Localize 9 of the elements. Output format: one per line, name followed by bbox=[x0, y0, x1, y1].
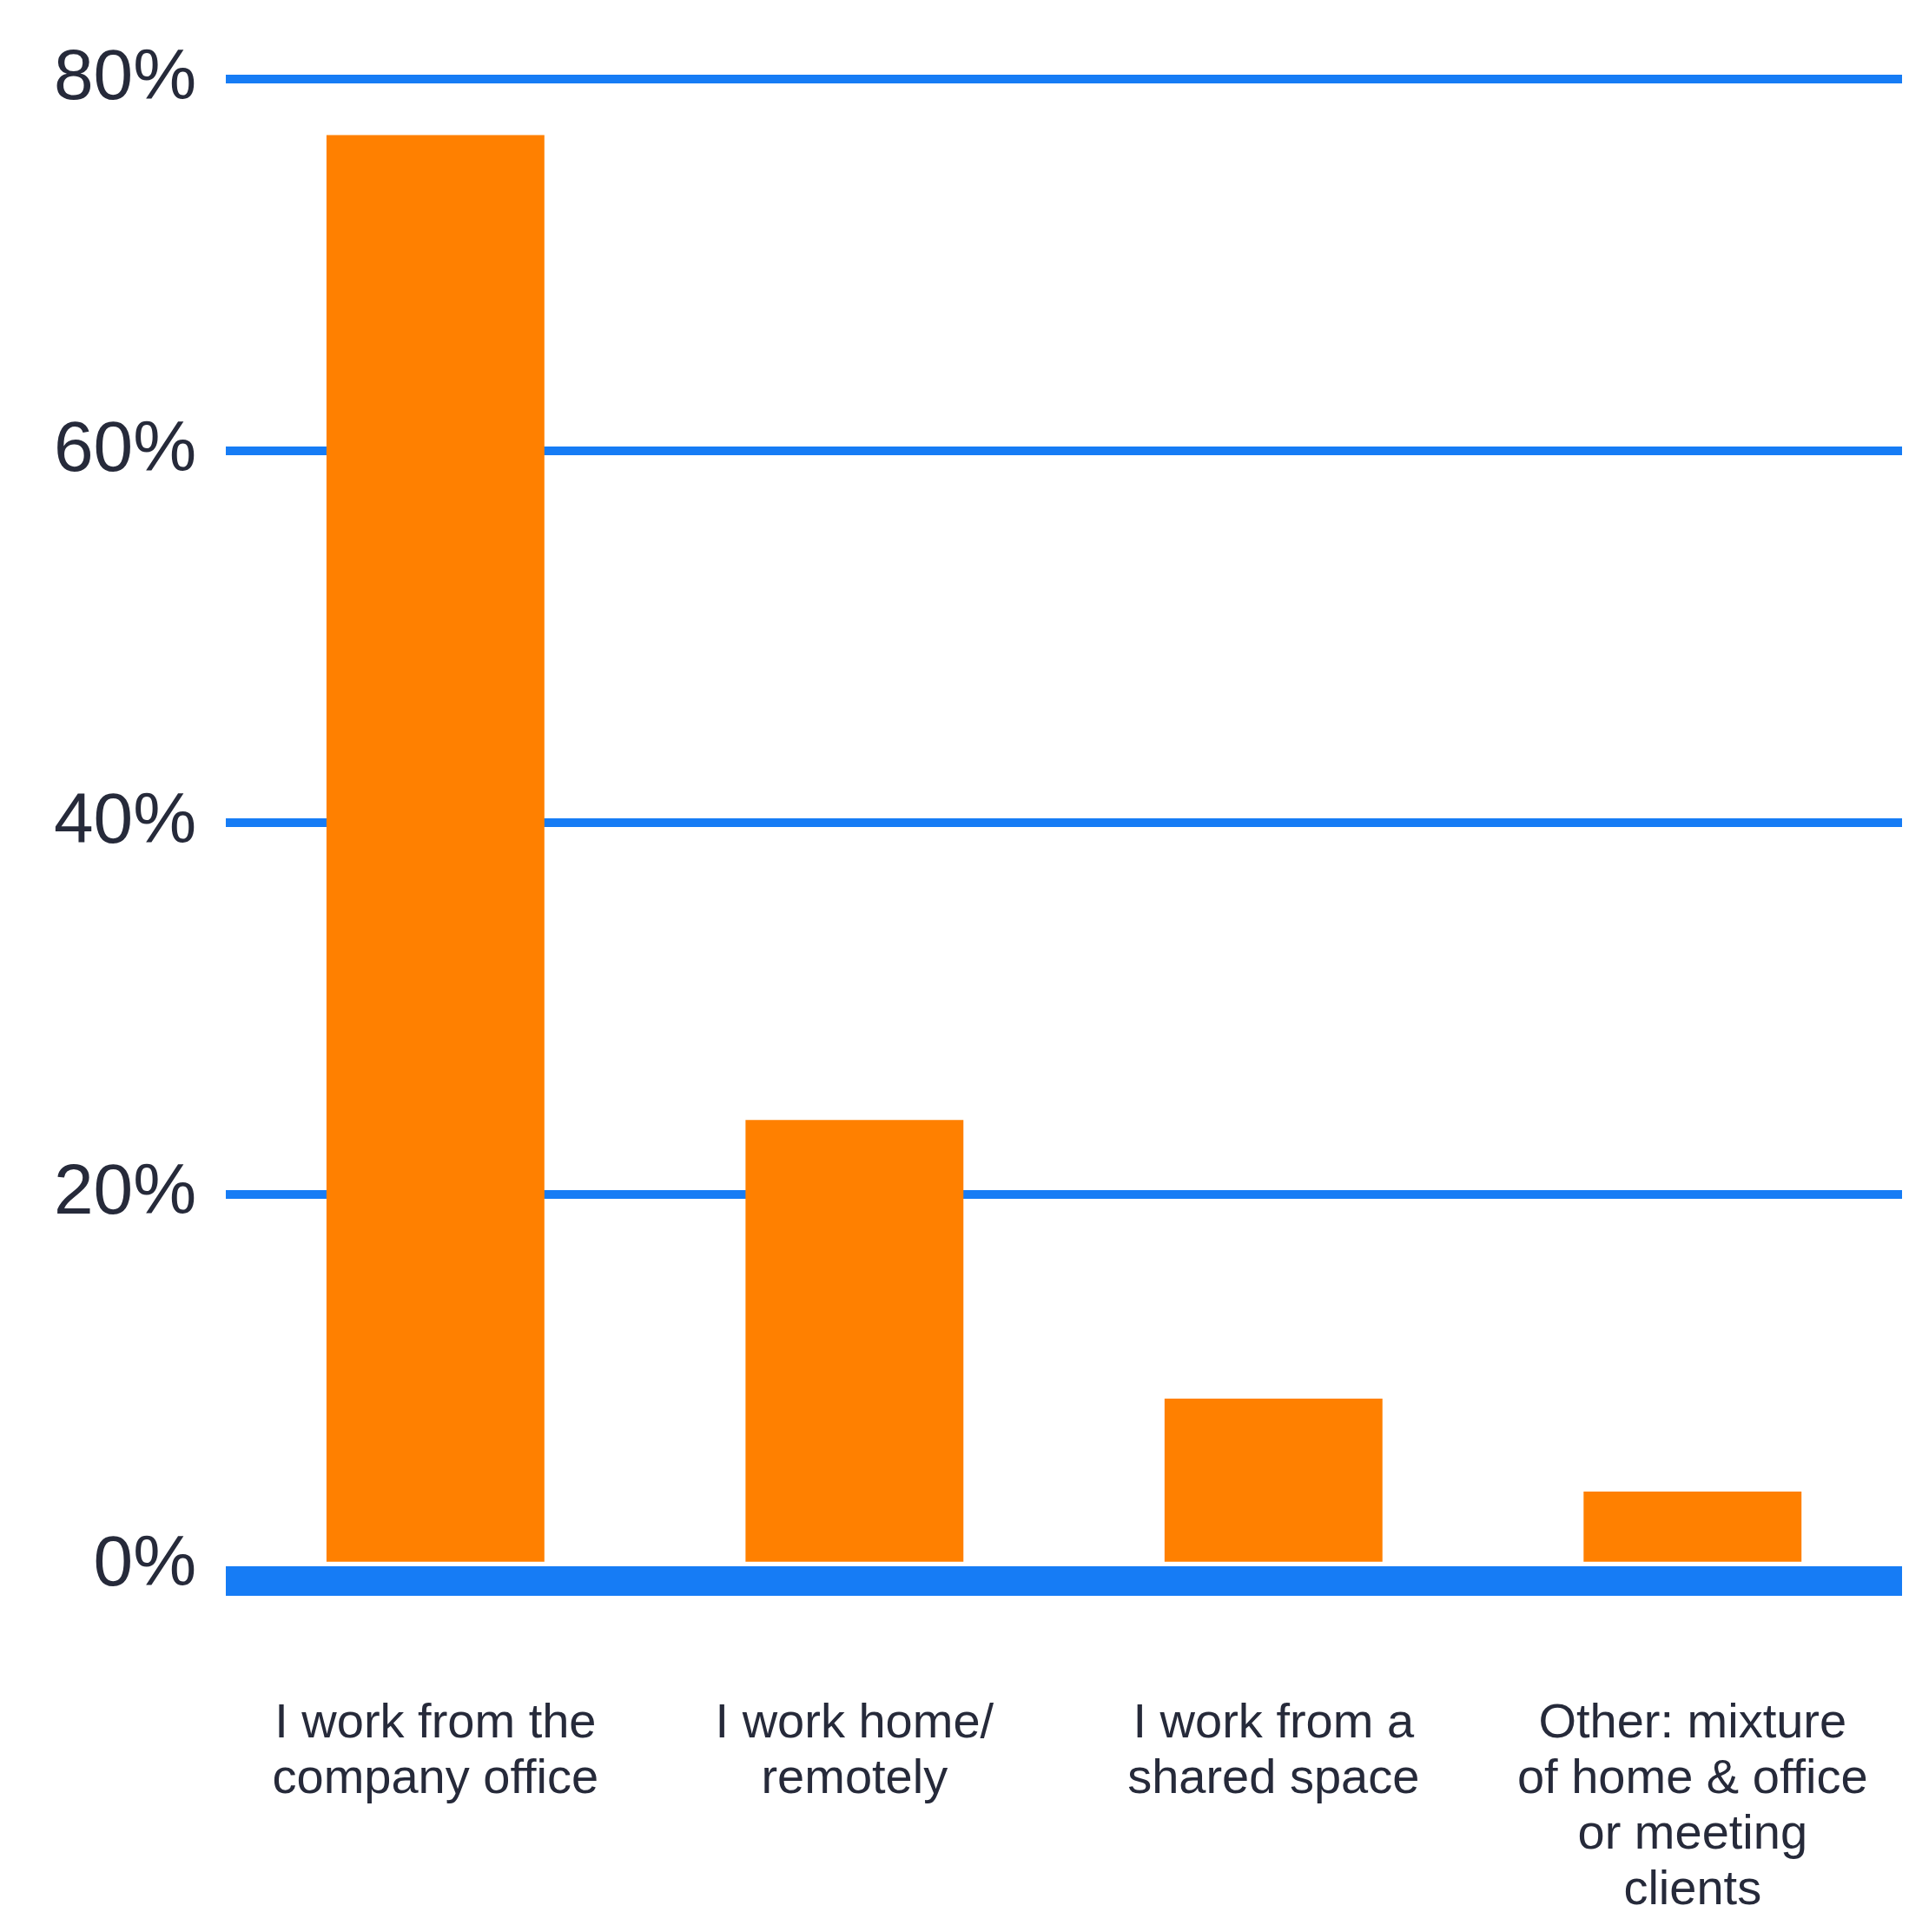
x-tick-label: Other: mixture of home & office or meeting clients bbox=[1516, 1693, 1868, 1915]
x-tick-label: I work home/remotely bbox=[715, 1693, 994, 1803]
y-tick-label: 20% bbox=[54, 1149, 197, 1229]
y-tick-label: 40% bbox=[54, 777, 197, 857]
x-tick-label: I work from a shared space bbox=[1127, 1693, 1420, 1803]
y-tick-label: 0% bbox=[93, 1521, 197, 1601]
y-tick-label: 80% bbox=[54, 34, 197, 114]
y-tick-label: 60% bbox=[54, 406, 197, 486]
x-tick-label: I work from the company office bbox=[272, 1693, 599, 1803]
